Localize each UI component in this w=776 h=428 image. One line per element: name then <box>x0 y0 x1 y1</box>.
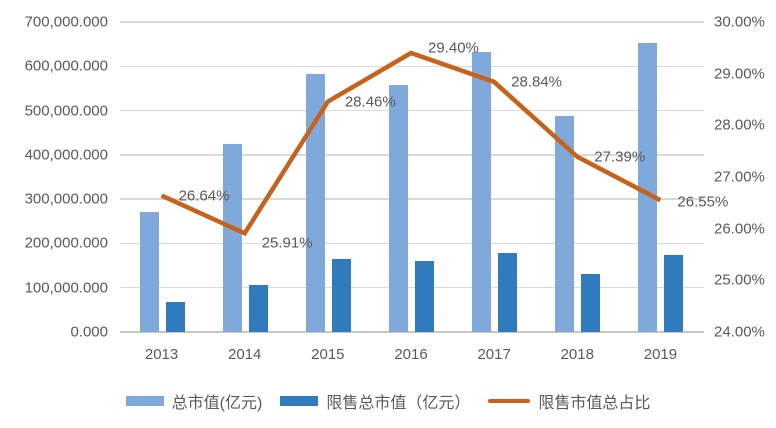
bar-restricted-2016 <box>415 261 434 332</box>
bar-restricted-2015 <box>331 259 351 332</box>
left-axis-tick-label: 100,000.000 <box>24 279 108 297</box>
line-data-label: 27.39% <box>594 148 646 166</box>
right-axis-tick-label: 27.00% <box>714 168 765 186</box>
x-axis-category-label: 2019 <box>643 346 678 363</box>
bar-total-2013 <box>139 211 159 332</box>
legend-item-1: 总市值(亿元) <box>125 389 263 413</box>
x-axis-category-label: 2014 <box>228 346 262 363</box>
x-axis-category-label: 2018 <box>560 346 594 363</box>
left-axis-tick-label: 400,000.000 <box>24 146 108 164</box>
right-axis-tick-label: 26.00% <box>714 220 765 238</box>
line-data-label: 26.55% <box>677 193 729 211</box>
legend-bar-swatch <box>125 396 164 406</box>
legend-label: 限售总市值（亿元） <box>326 395 471 412</box>
left-axis-tick-label: 700,000.000 <box>24 13 108 31</box>
line-data-label: 28.46% <box>344 93 396 111</box>
legend-bar-swatch <box>280 396 319 406</box>
legend-label: 总市值(亿元) <box>171 395 263 412</box>
bar-restricted-2018 <box>581 274 601 332</box>
bar-restricted-2019 <box>664 255 684 332</box>
line-data-label: 28.84% <box>511 73 563 91</box>
right-axis-tick-label: 25.00% <box>714 271 765 289</box>
bar-total-2015 <box>305 73 325 332</box>
right-axis-tick-label: 24.00% <box>714 323 765 341</box>
right-axis-tick-label: 28.00% <box>714 116 765 134</box>
bar-total-2018 <box>555 116 575 332</box>
right-axis-tick-label: 30.00% <box>714 13 765 31</box>
line-data-label: 26.64% <box>178 187 230 205</box>
gridline <box>120 109 704 112</box>
legend-item-3: 限售市值总占比 <box>488 389 650 413</box>
x-axis-category-label: 2015 <box>311 346 345 363</box>
left-axis-tick-label: 600,000.000 <box>24 57 108 75</box>
line-data-label: 25.91% <box>261 234 313 252</box>
x-axis-line <box>120 331 704 333</box>
bar-total-2016 <box>389 85 408 332</box>
left-axis-tick-label: 300,000.000 <box>24 190 108 208</box>
left-axis-tick-label: 500,000.000 <box>24 102 108 120</box>
legend-label: 限售市值总占比 <box>538 395 651 412</box>
x-axis-category-label: 2017 <box>477 346 511 363</box>
bar-total-2017 <box>472 52 492 332</box>
gridline <box>120 242 704 245</box>
gridline <box>120 65 704 68</box>
legend-line-swatch <box>488 398 531 404</box>
left-axis-tick-label: 200,000.000 <box>24 234 108 252</box>
gridline <box>120 286 704 289</box>
legend-item-2: 限售总市值（亿元） <box>280 389 470 413</box>
gridline <box>120 21 704 23</box>
line-data-label: 29.40% <box>428 39 479 57</box>
chart-legend: 总市值(亿元) 限售总市值（亿元） 限售市值总占比 <box>0 388 776 414</box>
x-axis-category-label: 2013 <box>144 346 179 363</box>
bar-restricted-2013 <box>165 301 185 332</box>
bar-total-2019 <box>638 42 658 332</box>
bar-restricted-2014 <box>248 284 268 332</box>
left-axis-tick-label: 0.000 <box>70 323 108 341</box>
right-axis-tick-label: 29.00% <box>714 65 765 83</box>
bar-total-2014 <box>222 143 242 332</box>
x-axis-category-label: 2016 <box>394 346 428 363</box>
bar-restricted-2017 <box>498 252 518 332</box>
